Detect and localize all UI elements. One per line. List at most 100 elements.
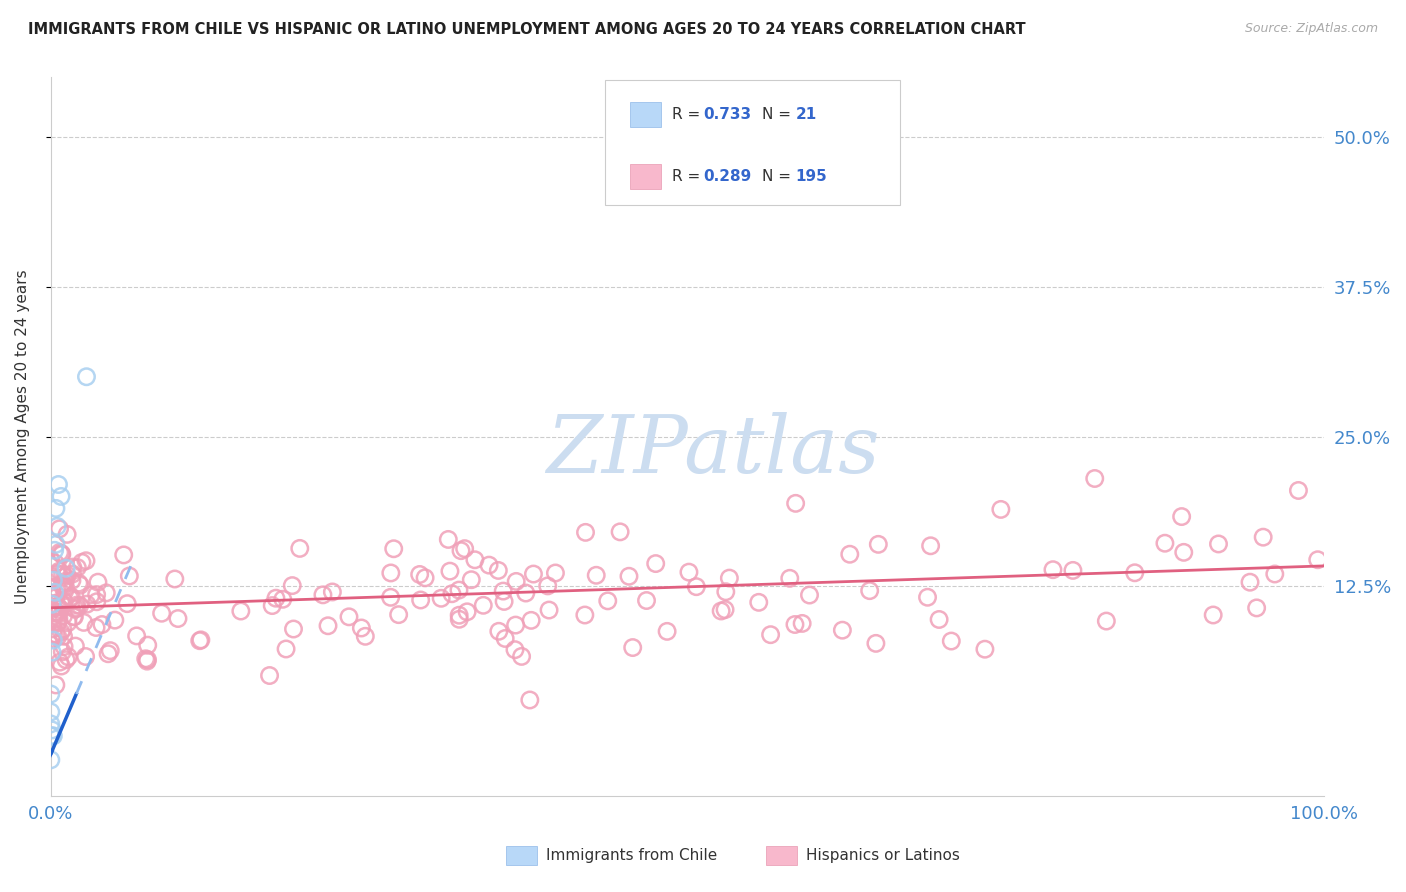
Text: R =: R =: [672, 107, 706, 121]
Point: [617, 569, 640, 583]
Point: [1170, 509, 1192, 524]
Point: [262, 599, 284, 613]
Point: [453, 541, 475, 556]
Point: [66, 601, 89, 615]
Point: [1288, 483, 1310, 498]
Point: [53, 595, 76, 609]
Point: [447, 583, 470, 598]
Point: [66, 560, 89, 574]
Point: [62, 560, 84, 574]
Point: [354, 629, 377, 643]
Point: [45, 537, 67, 551]
Point: [190, 632, 212, 647]
Point: [41, 645, 63, 659]
Point: [76, 597, 98, 611]
Point: [112, 548, 135, 562]
Point: [259, 668, 281, 682]
Point: [52, 567, 75, 582]
Point: [486, 564, 509, 578]
Point: [53, 574, 76, 589]
Point: [380, 566, 402, 580]
Point: [449, 612, 471, 626]
Point: [52, 622, 75, 636]
Point: [53, 569, 76, 583]
Point: [51, 548, 73, 562]
Point: [868, 537, 890, 551]
Point: [44, 556, 66, 570]
Point: [96, 586, 118, 600]
Text: N =: N =: [762, 169, 796, 184]
Point: [135, 652, 157, 666]
Point: [990, 502, 1012, 516]
Point: [710, 604, 733, 618]
Point: [779, 571, 801, 585]
Point: [41, 723, 63, 737]
Point: [505, 574, 527, 589]
Point: [150, 606, 173, 620]
Point: [45, 566, 67, 581]
Point: [388, 607, 411, 622]
Point: [1246, 601, 1268, 615]
Point: [42, 633, 65, 648]
Text: 0.289: 0.289: [703, 169, 751, 184]
Point: [49, 625, 72, 640]
Point: [917, 591, 939, 605]
Point: [42, 627, 65, 641]
Point: [104, 613, 127, 627]
Point: [522, 567, 544, 582]
Point: [41, 597, 63, 611]
Point: [439, 564, 461, 578]
Point: [440, 587, 463, 601]
Point: [537, 579, 560, 593]
Text: R =: R =: [672, 169, 706, 184]
Point: [636, 593, 658, 607]
Text: IMMIGRANTS FROM CHILE VS HISPANIC OR LATINO UNEMPLOYMENT AMONG AGES 20 TO 24 YEA: IMMIGRANTS FROM CHILE VS HISPANIC OR LAT…: [28, 22, 1026, 37]
Point: [46, 585, 69, 599]
Point: [408, 567, 430, 582]
Point: [792, 616, 814, 631]
Point: [505, 618, 527, 632]
Point: [65, 639, 87, 653]
Point: [274, 642, 297, 657]
Point: [503, 642, 526, 657]
Point: [51, 547, 73, 561]
Point: [136, 653, 159, 667]
Point: [73, 615, 96, 630]
Point: [69, 578, 91, 592]
Point: [413, 571, 436, 585]
Text: 21: 21: [796, 107, 817, 121]
Point: [41, 580, 63, 594]
Point: [59, 591, 82, 606]
Point: [1084, 471, 1107, 485]
Point: [472, 599, 495, 613]
Point: [55, 561, 77, 575]
Point: [1154, 536, 1177, 550]
Point: [86, 588, 108, 602]
Point: [44, 606, 66, 620]
Point: [510, 649, 533, 664]
Point: [46, 606, 69, 620]
Point: [655, 624, 678, 639]
Point: [538, 603, 561, 617]
Point: [48, 564, 70, 578]
Point: [87, 575, 110, 590]
Point: [585, 568, 607, 582]
Point: [51, 659, 73, 673]
Point: [449, 608, 471, 623]
Point: [44, 543, 66, 558]
Point: [67, 576, 90, 591]
Point: [519, 693, 541, 707]
Point: [283, 622, 305, 636]
Point: [56, 568, 79, 582]
Point: [45, 501, 67, 516]
Point: [39, 717, 62, 731]
Point: [53, 583, 76, 598]
Point: [188, 633, 211, 648]
Point: [718, 571, 741, 585]
Point: [974, 642, 997, 657]
Point: [48, 545, 70, 559]
Point: [288, 541, 311, 556]
Point: [621, 640, 644, 655]
Point: [45, 627, 67, 641]
Point: [229, 604, 252, 618]
